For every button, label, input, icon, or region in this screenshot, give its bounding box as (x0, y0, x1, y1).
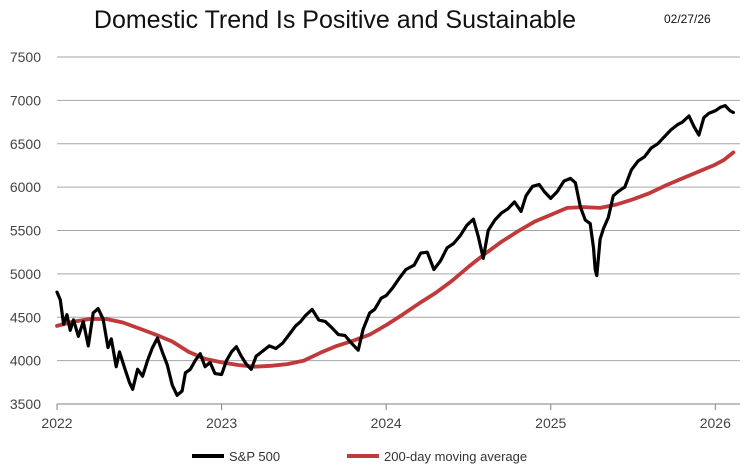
legend: S&P 500 200-day moving average (192, 449, 527, 464)
y-tick-label: 5000 (10, 266, 41, 282)
x-tick-label: 2022 (41, 415, 72, 431)
y-tick-label: 6500 (10, 136, 41, 152)
legend-item-moving-average-label: 200-day moving average (384, 449, 527, 464)
y-tick-label: 4500 (10, 309, 41, 325)
x-tick-label: 2025 (535, 415, 566, 431)
y-tick-label: 6000 (10, 179, 41, 195)
x-tick-label: 2023 (206, 415, 237, 431)
x-tick-label: 2026 (700, 415, 731, 431)
y-tick-label: 7000 (10, 92, 41, 108)
gridlines (57, 56, 740, 405)
moving-average-line (55, 150, 736, 369)
y-tick-label: 4000 (10, 353, 41, 369)
date-stamp: 02/27/26 (664, 12, 711, 26)
y-tick-label: 5500 (10, 223, 41, 239)
x-tick-label: 2024 (371, 415, 402, 431)
y-tick-label: 7500 (10, 49, 41, 65)
chart-title: Domestic Trend Is Positive and Sustainab… (93, 6, 577, 34)
sp500-line (55, 104, 735, 397)
y-axis-ticks: 3500 4000 4500 5000 5500 6000 6500 7000 7500 (10, 49, 41, 412)
x-axis-ticks: 2022 2023 2024 2025 2026 (41, 404, 731, 431)
series-lines (55, 104, 736, 397)
y-tick-label: 3500 (10, 396, 41, 412)
legend-item-sp500-label: S&P 500 (229, 449, 280, 464)
